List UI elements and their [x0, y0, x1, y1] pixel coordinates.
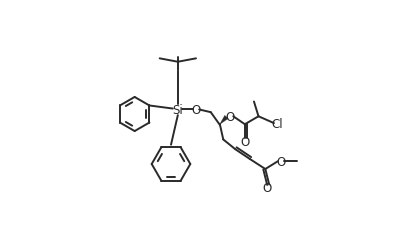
Text: Si: Si — [173, 104, 183, 117]
Polygon shape — [220, 116, 228, 125]
Text: Cl: Cl — [271, 117, 283, 130]
Text: O: O — [191, 104, 201, 117]
Text: O: O — [276, 155, 285, 168]
Text: O: O — [240, 136, 249, 149]
Text: O: O — [262, 182, 271, 194]
Text: O: O — [226, 110, 235, 123]
